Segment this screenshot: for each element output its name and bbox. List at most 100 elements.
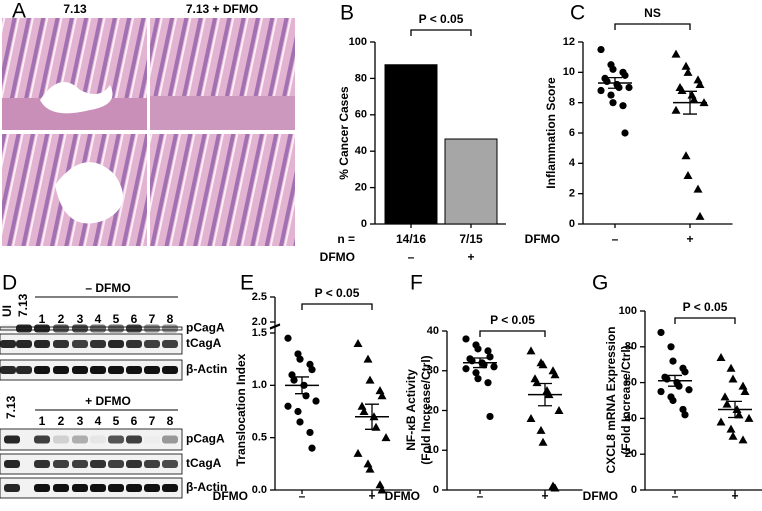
significance-bracket — [674, 317, 736, 324]
blot-band — [162, 340, 178, 348]
y-tick-label: 40 — [355, 145, 367, 157]
x-axis-label: DFMO — [583, 489, 618, 503]
histology-panel: A 7.13 7.13 + DFMO — [2, 0, 295, 246]
y-axis-label: Inflammation Score — [544, 77, 558, 189]
sem-bar — [538, 382, 552, 407]
y-tick-label: 4 — [569, 157, 576, 169]
lane-label: UI — [0, 305, 14, 317]
lane-label: 3 — [77, 414, 84, 428]
significance-bracket — [614, 23, 691, 30]
y-tick-label: 40 — [625, 412, 637, 424]
y-tick-label: 0.0 — [252, 484, 267, 496]
x-tick-label: + — [368, 489, 375, 503]
data-point — [716, 353, 726, 362]
data-point — [284, 334, 292, 342]
blot-band — [126, 340, 142, 348]
y-tick-label: 2.0 — [252, 316, 267, 328]
y-tick-label: 10 — [427, 444, 439, 456]
y-axis-label: (Fold Increase/Ctrl) — [419, 355, 433, 464]
lane-label: 8 — [167, 312, 174, 326]
axis-break — [269, 323, 281, 329]
sem-bar — [668, 374, 682, 387]
histology-image — [150, 134, 295, 246]
blot-band — [16, 340, 32, 348]
data-point — [689, 95, 699, 104]
blot-band — [34, 484, 50, 492]
blot-band — [126, 324, 142, 333]
data-point — [353, 448, 363, 457]
blot-band — [53, 435, 69, 444]
blot-band — [108, 324, 124, 333]
data-point — [726, 424, 736, 433]
blot-band — [126, 366, 142, 374]
data-point — [681, 368, 689, 376]
blot-band — [108, 484, 124, 492]
y-tick-label: 20 — [355, 182, 367, 194]
lane-label: 1 — [39, 414, 46, 428]
data-point — [312, 397, 320, 405]
y-tick-label: 2.5 — [252, 291, 267, 303]
y-tick-label: 0 — [361, 218, 367, 230]
data-point — [357, 401, 367, 410]
blot-band — [144, 366, 160, 374]
column-label: 7.13 — [63, 2, 87, 16]
lane-label: 8 — [167, 414, 174, 428]
data-point — [738, 381, 748, 390]
significance-bracket — [301, 303, 373, 310]
data-point — [365, 464, 375, 473]
data-point — [677, 86, 687, 95]
y-axis-label: Translocation Index — [234, 353, 248, 466]
data-point — [308, 366, 316, 374]
blot-band — [34, 460, 50, 468]
blot-band — [144, 436, 160, 444]
data-point — [726, 363, 736, 372]
blot-band — [162, 460, 178, 468]
blot-band — [108, 435, 124, 444]
lane-label: 6 — [131, 312, 138, 326]
sem-bar — [295, 376, 309, 395]
blot-band — [72, 340, 88, 348]
data-point — [538, 437, 548, 446]
x-tick-label: – — [612, 232, 619, 246]
data-point — [609, 99, 617, 107]
blot-band — [0, 340, 16, 348]
panel-letter: C — [570, 2, 585, 25]
blot-band — [144, 484, 160, 492]
data-point — [597, 86, 605, 95]
sem-bar — [608, 76, 622, 89]
sem-bar — [473, 357, 487, 369]
data-point — [625, 83, 633, 92]
blot-band — [0, 324, 16, 333]
data-point — [363, 459, 373, 468]
blot-band — [126, 484, 142, 492]
data-point — [683, 170, 693, 179]
data-point — [554, 406, 564, 414]
y-tick-label: 0.5 — [252, 432, 267, 444]
lane-label: 7.13 — [16, 293, 30, 317]
data-point — [667, 343, 675, 351]
y-tick-label: 0 — [631, 484, 637, 496]
row-label: pCagA — [186, 321, 225, 335]
data-point — [734, 410, 744, 419]
lane-label: 7.13 — [4, 395, 18, 419]
blot-band — [108, 366, 124, 374]
x-tick-label: + — [731, 489, 738, 503]
data-point — [597, 45, 605, 54]
lane-label: 4 — [95, 414, 102, 428]
data-point — [486, 353, 494, 361]
x-axis-label: DFMO — [320, 250, 355, 264]
data-point — [619, 102, 627, 110]
x-tick-label: + — [541, 489, 548, 503]
y-tick-label: 0 — [569, 218, 575, 230]
data-point — [740, 387, 750, 396]
row-label: β-Actin — [186, 362, 227, 376]
blot-band — [72, 324, 88, 333]
data-point — [532, 378, 542, 387]
lumen — [40, 82, 113, 114]
blot-band — [34, 366, 50, 374]
data-point — [685, 386, 693, 394]
lane-label: 7 — [149, 312, 156, 326]
data-point — [695, 79, 705, 88]
x-tick-label: – — [299, 489, 306, 503]
blot-band — [108, 340, 124, 348]
